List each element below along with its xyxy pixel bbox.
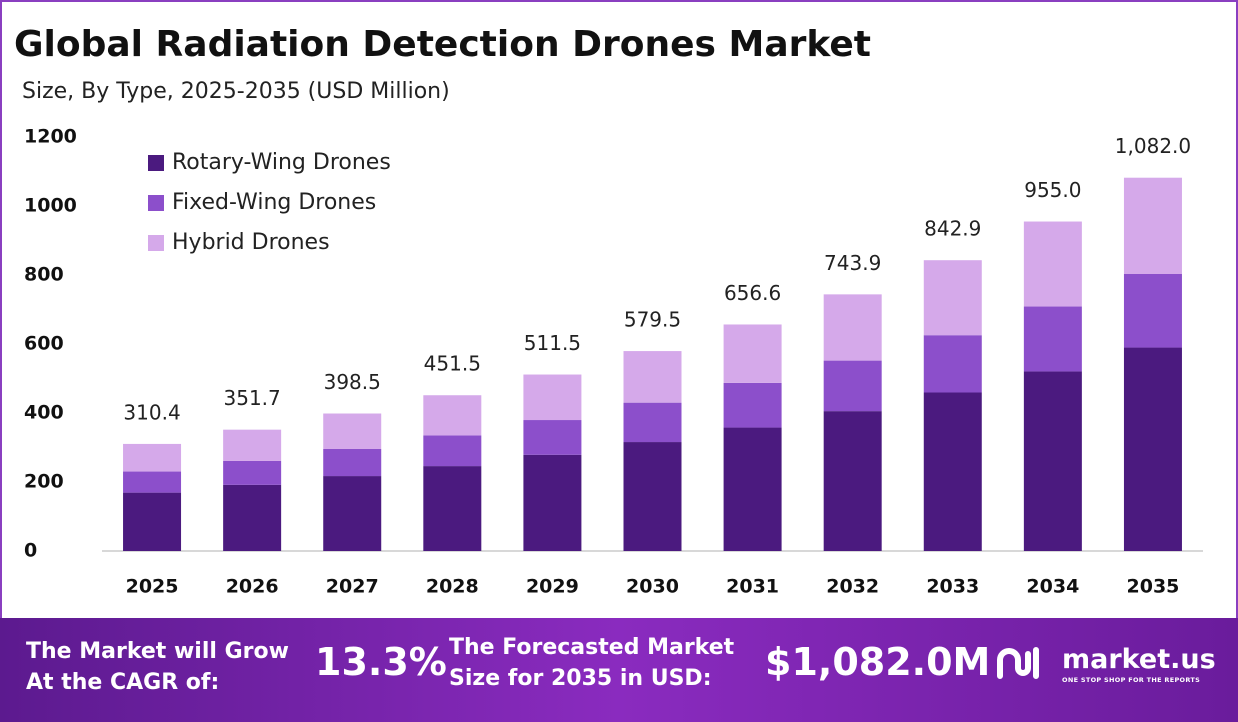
total-label: 398.5: [324, 370, 381, 394]
brand: market.us: [1062, 644, 1216, 675]
bar-segment: [923, 260, 982, 336]
bar-segment: [223, 429, 282, 461]
y-tick-label: 400: [24, 402, 64, 424]
legend-swatch: [148, 155, 164, 171]
footer-band: [0, 618, 1238, 722]
bar-segment: [1023, 221, 1082, 307]
bar-segment: [623, 442, 682, 551]
x-tick-label: 2032: [826, 576, 879, 598]
bar-segment: [823, 411, 882, 551]
x-tick-label: 2027: [326, 576, 379, 598]
bar-segment: [523, 374, 582, 421]
x-tick-label: 2028: [426, 576, 479, 598]
bar-segment: [623, 351, 682, 403]
y-tick-label: 1000: [24, 195, 77, 217]
bar-segment: [723, 427, 782, 551]
x-tick-label: 2025: [126, 576, 179, 598]
total-label: 579.5: [624, 308, 681, 332]
y-tick-label: 800: [24, 264, 64, 286]
legend-label: Rotary-Wing Drones: [172, 150, 391, 175]
legend-swatch: [148, 235, 164, 251]
bar-segment: [323, 413, 382, 449]
y-tick-label: 1200: [24, 126, 77, 148]
total-label: 511.5: [524, 331, 581, 355]
bar-segment: [923, 392, 982, 551]
bar-segment: [1123, 273, 1182, 348]
bar-segment: [123, 492, 182, 551]
total-label: 451.5: [424, 352, 481, 376]
cagr-value: 13.3%: [315, 640, 447, 684]
legend-label: Hybrid Drones: [172, 230, 330, 255]
x-tick-label: 2029: [526, 576, 579, 598]
bar-segment: [323, 476, 382, 551]
bar-segment: [723, 382, 782, 428]
total-label: 955.0: [1024, 178, 1081, 202]
forecast-value: $1,082.0M: [765, 640, 991, 684]
total-label: 842.9: [924, 217, 981, 241]
bar-segment: [623, 402, 682, 443]
bar-segment: [723, 324, 782, 383]
total-label: 656.6: [724, 281, 781, 305]
bar-segment: [1123, 347, 1182, 551]
x-tick-label: 2033: [926, 576, 979, 598]
x-tick-label: 2034: [1026, 576, 1079, 598]
total-label: 351.7: [224, 386, 281, 410]
x-tick-label: 2031: [726, 576, 779, 598]
x-tick-label: 2030: [626, 576, 679, 598]
y-tick-label: 0: [24, 540, 37, 562]
legend-label: Fixed-Wing Drones: [172, 190, 376, 215]
bar-segment: [423, 395, 482, 436]
cagr-line: The Market will Grow: [26, 639, 289, 664]
logo-icon: [997, 647, 1039, 679]
bar-segment: [423, 466, 482, 551]
bar-segment: [123, 471, 182, 493]
chart-subtitle: Size, By Type, 2025-2035 (USD Million): [22, 79, 450, 104]
bar-segment: [523, 420, 582, 455]
cagr-text: The Market will Grow At the CAGR of:: [26, 636, 289, 698]
bar-segment: [1023, 371, 1082, 551]
total-label: 743.9: [824, 251, 881, 275]
bar-segment: [823, 360, 882, 412]
bar-segment: [1123, 177, 1182, 274]
bar-segment: [123, 443, 182, 472]
y-tick-label: 600: [24, 333, 64, 355]
bar-segment: [223, 460, 282, 485]
forecast-line: The Forecasted Market: [449, 635, 735, 660]
forecast-line: Size for 2035 in USD:: [449, 666, 712, 691]
x-tick-label: 2026: [226, 576, 279, 598]
bar-segment: [423, 435, 482, 467]
bar-segment: [523, 454, 582, 551]
total-label: 1,082.0: [1115, 134, 1191, 158]
x-tick-label: 2035: [1127, 576, 1180, 598]
cagr-line: At the CAGR of:: [26, 670, 220, 695]
legend-swatch: [148, 195, 164, 211]
chart-title: Global Radiation Detection Drones Market: [14, 24, 871, 65]
tagline: ONE STOP SHOP FOR THE REPORTS: [1062, 676, 1201, 684]
y-tick-label: 200: [24, 471, 64, 493]
bar-segment: [923, 335, 982, 393]
bar-segment: [223, 484, 282, 551]
forecast-text: The Forecasted Market Size for 2035 in U…: [449, 632, 734, 694]
bar-segment: [823, 294, 882, 361]
total-label: 310.4: [123, 400, 180, 424]
bar-segment: [1023, 306, 1082, 372]
bar-segment: [323, 448, 382, 477]
